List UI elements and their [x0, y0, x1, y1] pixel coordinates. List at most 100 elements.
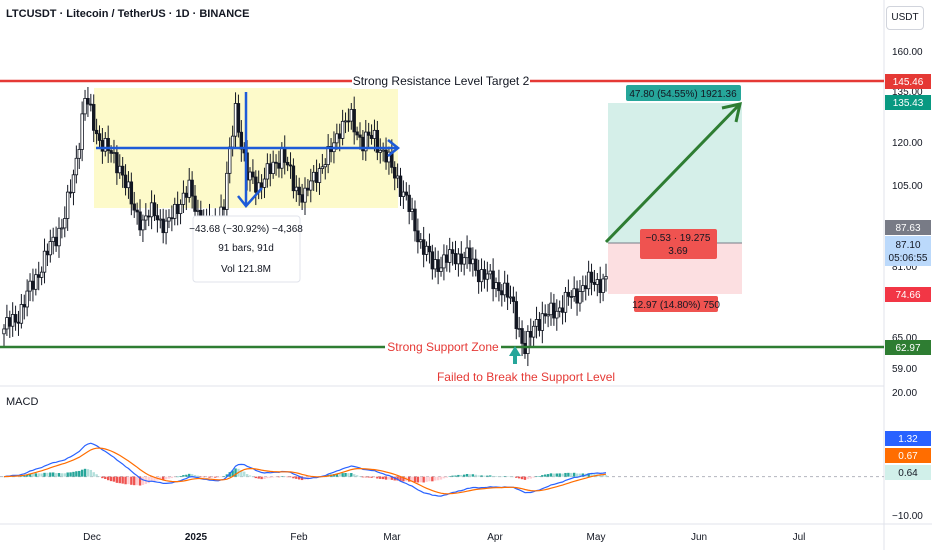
stop-price-tag-text: 74.66: [895, 290, 920, 301]
candle-body: [19, 304, 24, 324]
support-price-tag: [885, 340, 931, 355]
candle-body: [63, 218, 67, 229]
macd-histogram-bar: [28, 473, 32, 477]
macd-histogram-bar: [269, 476, 272, 479]
candle-body: [83, 98, 87, 115]
macd-histogram-bar: [289, 476, 292, 478]
candle-body: [48, 241, 53, 256]
candle-body: [323, 164, 327, 168]
macd-histogram-bar: [587, 473, 590, 477]
macd-histogram-bar: [500, 476, 504, 478]
signal-tag: [885, 448, 931, 463]
macd-histogram-bar: [532, 476, 535, 478]
candle-body: [309, 180, 313, 191]
macd-histogram-bar: [520, 476, 524, 480]
currency-button[interactable]: USDT: [886, 6, 924, 30]
time-axis[interactable]: Dec 2025 Feb Mar Apr May Jun Jul: [83, 532, 805, 543]
macd-histogram-bar: [512, 476, 515, 478]
candle-body: [534, 319, 539, 327]
candle-body: [77, 149, 81, 159]
macd-histogram-bar: [196, 475, 200, 477]
macd-histogram-bar: [57, 473, 61, 477]
macd-title[interactable]: MACD: [6, 396, 39, 408]
macd-line: [3, 442, 607, 497]
candle-body: [97, 133, 102, 141]
candle-body: [228, 146, 232, 174]
range-measure-line1: −43.68 (−30.92%) −4,368: [189, 224, 303, 235]
macd-histogram-bar: [549, 473, 553, 477]
macd-histogram-bar: [381, 476, 385, 480]
macd-histogram-bar: [489, 475, 492, 477]
macd-histogram-bar: [118, 476, 121, 484]
price-tick: 135.00: [892, 87, 923, 98]
price-tick: 65.00: [892, 333, 917, 344]
price-tick: 105.00: [892, 181, 923, 192]
arrow-down-icon: [237, 187, 263, 208]
candle-body: [584, 285, 588, 290]
resistance-price-tag-text: 145.46: [893, 77, 924, 88]
macd-histogram-bar: [95, 474, 98, 477]
candle-body: [355, 131, 359, 136]
candle-body: [424, 245, 429, 255]
target-price-tag-text: 135.43: [893, 98, 924, 109]
candle-body: [317, 168, 322, 183]
macd-histogram-bar: [133, 476, 136, 486]
macd-histogram-bar: [370, 476, 373, 478]
candle-body: [178, 204, 183, 214]
candle-body: [5, 317, 9, 330]
macd-histogram-bar: [280, 476, 284, 477]
candle-body: [251, 171, 255, 178]
candle-body: [277, 162, 281, 169]
candle-body: [569, 296, 573, 298]
macd-histogram-bar: [164, 476, 168, 480]
range-measure-line3: Vol 121.8M: [221, 264, 271, 275]
candle-body: [306, 187, 310, 191]
macd-histogram-bar: [205, 476, 208, 478]
time-tick: Feb: [290, 532, 308, 543]
macd-histogram-bar: [428, 476, 431, 482]
candle-body: [68, 191, 73, 194]
symbol-title[interactable]: LTCUSDT · Litecoin / TetherUS · 1D · BIN…: [6, 8, 250, 20]
candle-body: [141, 219, 145, 231]
macd-histogram-bar: [419, 476, 422, 483]
candle-body: [413, 208, 417, 232]
candle-body: [601, 278, 605, 293]
macd-histogram-bar: [115, 476, 119, 483]
resistance-price-tag: [885, 74, 931, 89]
candle-body: [57, 227, 61, 247]
macd-layer: [0, 442, 884, 497]
macd-histogram-bar: [234, 468, 237, 477]
macd-histogram-bar: [567, 472, 570, 477]
candle-body: [375, 129, 380, 153]
candle-body: [338, 133, 342, 139]
macd-histogram-bar: [457, 474, 460, 477]
macd-histogram-bar: [526, 476, 530, 480]
candle-body: [497, 282, 501, 292]
price-tick: 81.00: [892, 262, 917, 273]
candle-body: [126, 181, 131, 189]
macd-histogram-bar: [497, 476, 501, 477]
candle-body: [187, 179, 191, 198]
macd-histogram-bar: [546, 474, 550, 477]
macd-histogram-bar: [376, 476, 379, 479]
macd-histogram-bar: [66, 472, 69, 477]
macd-histogram-bar: [188, 473, 191, 477]
candle-body: [92, 104, 96, 131]
candle-body: [175, 203, 180, 214]
candle-body: [395, 175, 400, 179]
time-tick: Jun: [691, 532, 707, 543]
macd-histogram-bar: [199, 476, 203, 478]
candle-body: [482, 269, 487, 280]
macd-histogram-bar: [245, 474, 249, 477]
candle-body: [604, 276, 608, 280]
candle-body: [147, 215, 151, 218]
candle-body: [8, 317, 12, 327]
macd-histogram-bar: [216, 476, 220, 478]
candle-body: [503, 282, 507, 296]
candle-body: [164, 220, 168, 234]
macd-histogram-bar: [159, 476, 162, 481]
macd-histogram-bar: [127, 476, 130, 485]
macd-histogram-bar: [434, 476, 437, 481]
macd-histogram-bar: [208, 476, 211, 478]
